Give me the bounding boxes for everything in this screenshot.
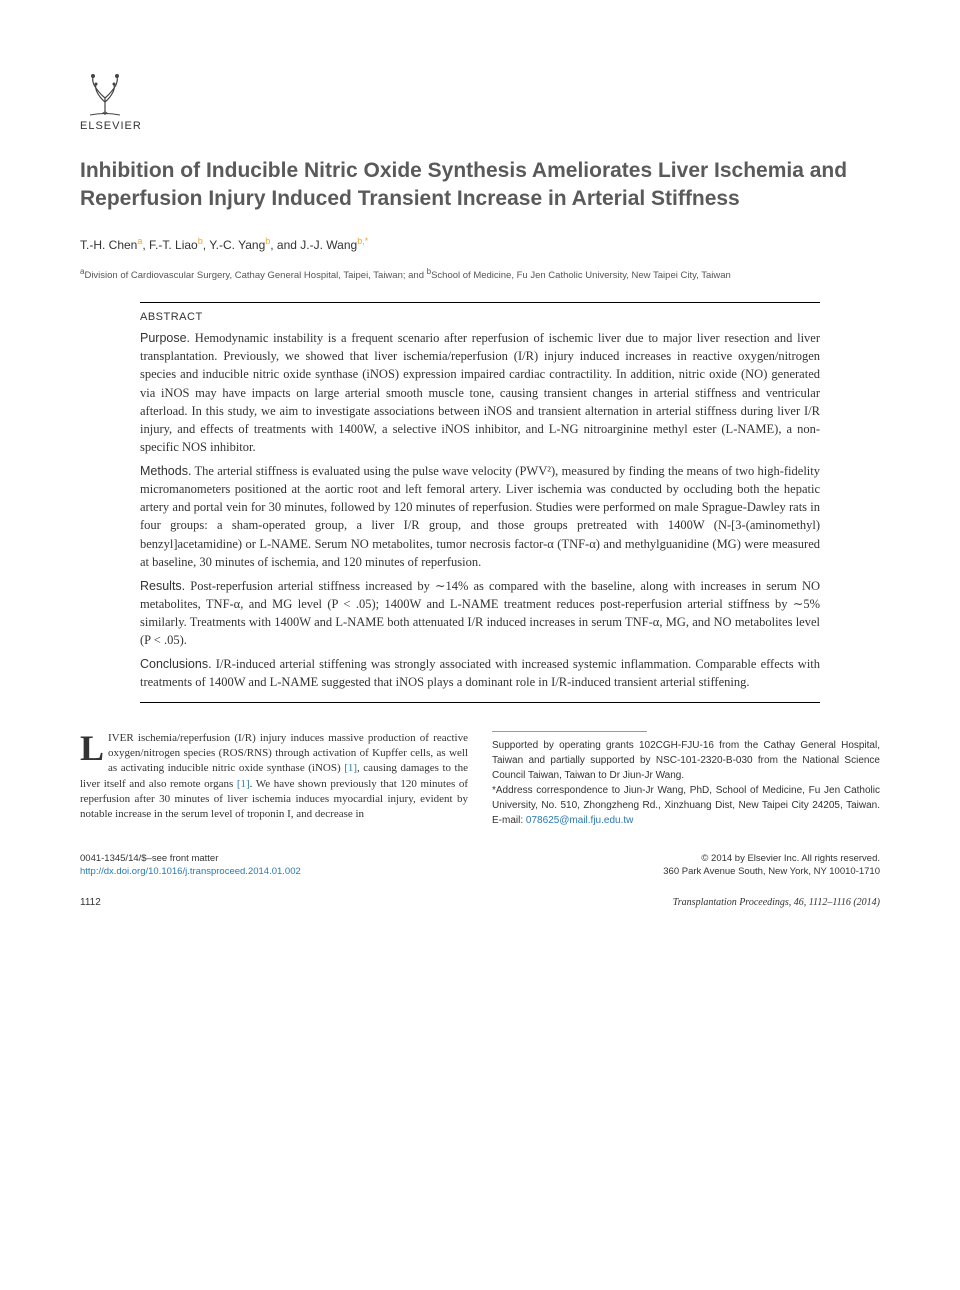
- funding-rule: [492, 731, 647, 732]
- abstract-conclusions: Conclusions. I/R-induced arterial stiffe…: [140, 655, 820, 691]
- methods-label: Methods.: [140, 464, 191, 478]
- article-title: Inhibition of Inducible Nitric Oxide Syn…: [80, 157, 880, 214]
- abstract-block: ABSTRACT Purpose. Hemodynamic instabilit…: [140, 302, 820, 702]
- author-4: J.-J. Wang: [300, 238, 357, 252]
- body-columns: LIVER ischemia/reperfusion (I/R) injury …: [80, 731, 880, 828]
- body-column-right: Supported by operating grants 102CGH-FJU…: [492, 731, 880, 828]
- correspondence: *Address correspondence to Jiun-Jr Wang,…: [492, 783, 880, 828]
- footer-right: © 2014 by Elsevier Inc. All rights reser…: [663, 852, 880, 879]
- publisher-logo-block: ELSEVIER: [80, 70, 880, 132]
- conclusions-label: Conclusions.: [140, 657, 212, 671]
- affiliations: aDivision of Cardiovascular Surgery, Cat…: [80, 266, 880, 282]
- elsevier-tree-icon: [80, 70, 130, 120]
- abstract-rule-bottom: [140, 702, 820, 703]
- footer-left: 0041-1345/14/$–see front matter http://d…: [80, 852, 301, 879]
- author-1: T.-H. Chen: [80, 238, 137, 252]
- page-footer: 0041-1345/14/$–see front matter http://d…: [80, 852, 880, 911]
- author-4-aff: b,: [357, 236, 365, 246]
- journal-citation: Transplantation Proceedings, 46, 1112–11…: [673, 896, 880, 910]
- footer-row-2: 1112 Transplantation Proceedings, 46, 11…: [80, 896, 880, 910]
- aff-a-text: Division of Cardiovascular Surgery, Cath…: [84, 270, 426, 281]
- conclusions-text: I/R-induced arterial stiffening was stro…: [140, 657, 820, 689]
- publisher-name: ELSEVIER: [80, 120, 880, 132]
- results-text: Post-reperfusion arterial stiffness incr…: [140, 579, 820, 647]
- author-2: F.-T. Liao: [149, 238, 198, 252]
- dropcap: L: [80, 731, 108, 763]
- page-number: 1112: [80, 896, 101, 910]
- publisher-address: 360 Park Avenue South, New York, NY 1001…: [663, 865, 880, 878]
- copyright-text: © 2014 by Elsevier Inc. All rights reser…: [663, 852, 880, 865]
- author-2-aff: b: [198, 236, 203, 246]
- purpose-label: Purpose.: [140, 331, 190, 345]
- abstract-heading: ABSTRACT: [140, 311, 820, 323]
- corresponding-star: *: [365, 236, 369, 246]
- results-label: Results.: [140, 579, 185, 593]
- funding-text: Supported by operating grants 102CGH-FJU…: [492, 738, 880, 783]
- abstract-methods: Methods. The arterial stiffness is evalu…: [140, 462, 820, 571]
- purpose-text: Hemodynamic instability is a frequent sc…: [140, 331, 820, 454]
- correspondence-email[interactable]: 078625@mail.fju.edu.tw: [526, 815, 633, 826]
- author-1-aff: a: [137, 236, 142, 246]
- doi-link[interactable]: http://dx.doi.org/10.1016/j.transproceed…: [80, 865, 301, 878]
- body-para-1: LIVER ischemia/reperfusion (I/R) injury …: [80, 731, 468, 823]
- author-list: T.-H. Chena, F.-T. Liaob, Y.-C. Yangb, a…: [80, 236, 880, 252]
- abstract-purpose: Purpose. Hemodynamic instability is a fr…: [140, 329, 820, 456]
- author-3-aff: b: [265, 236, 270, 246]
- footer-row-1: 0041-1345/14/$–see front matter http://d…: [80, 852, 880, 879]
- author-3: Y.-C. Yang: [209, 238, 265, 252]
- issn-text: 0041-1345/14/$–see front matter: [80, 852, 301, 865]
- abstract-rule-top: [140, 302, 820, 303]
- citation-link-1[interactable]: [1]: [344, 762, 357, 774]
- citation-link-2[interactable]: [1]: [237, 778, 250, 790]
- aff-b-text: School of Medicine, Fu Jen Catholic Univ…: [431, 270, 731, 281]
- body-column-left: LIVER ischemia/reperfusion (I/R) injury …: [80, 731, 468, 828]
- methods-text: The arterial stiffness is evaluated usin…: [140, 464, 820, 569]
- abstract-results: Results. Post-reperfusion arterial stiff…: [140, 577, 820, 650]
